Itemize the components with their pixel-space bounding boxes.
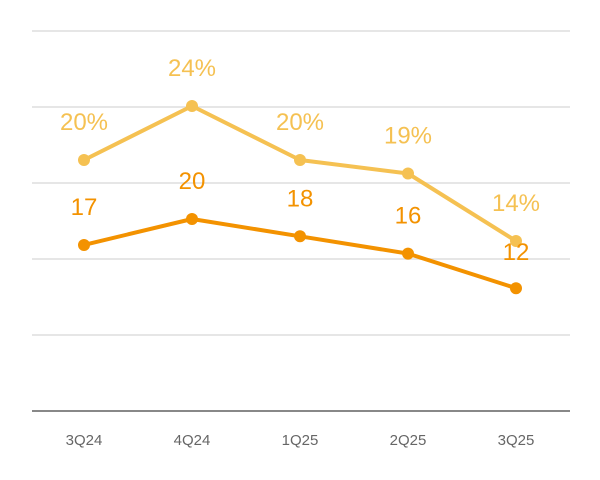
x-tick-label: 3Q24 — [66, 432, 103, 449]
data-point — [402, 247, 414, 260]
data-point — [510, 235, 522, 247]
data-point — [186, 100, 198, 112]
data-point — [510, 282, 522, 295]
data-label: 14% — [492, 190, 540, 217]
x-tick-label: 3Q25 — [498, 432, 535, 449]
x-tick-label: 1Q25 — [282, 432, 319, 449]
x-tick-label: 2Q25 — [390, 432, 427, 449]
data-label: 24% — [168, 55, 216, 82]
data-point — [186, 213, 198, 225]
data-label: 16 — [395, 203, 422, 230]
series-line — [83, 217, 517, 291]
data-point — [78, 238, 90, 251]
data-point — [294, 154, 306, 166]
x-tick-label: 4Q24 — [174, 432, 211, 449]
data-label: 20% — [60, 109, 108, 136]
data-label: 19% — [384, 123, 432, 150]
data-label: 20 — [179, 168, 206, 195]
data-label: 20% — [276, 109, 324, 136]
data-label: 18 — [287, 185, 314, 212]
data-label: 17 — [71, 194, 98, 221]
data-label: 12 — [503, 239, 530, 266]
data-point — [402, 167, 414, 180]
data-point — [294, 230, 306, 243]
data-point — [78, 154, 90, 166]
